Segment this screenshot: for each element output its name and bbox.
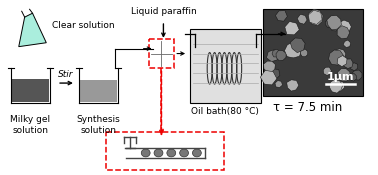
Polygon shape [276,11,287,21]
Polygon shape [260,70,277,85]
Bar [80,80,117,102]
Polygon shape [330,79,343,93]
Text: Liquid paraffin: Liquid paraffin [130,7,196,16]
Polygon shape [297,14,307,24]
Polygon shape [285,22,299,35]
Polygon shape [275,81,282,88]
Polygon shape [338,69,350,81]
Polygon shape [343,59,353,68]
Polygon shape [343,40,351,47]
Polygon shape [272,49,280,57]
Polygon shape [266,50,279,62]
Polygon shape [352,70,362,80]
Polygon shape [323,67,331,75]
Polygon shape [335,49,346,60]
Bar [12,79,49,102]
Polygon shape [330,22,339,31]
Polygon shape [334,80,344,91]
Text: Oil bath(80 °C): Oil bath(80 °C) [192,107,259,116]
Ellipse shape [141,149,150,157]
Ellipse shape [192,149,201,157]
Polygon shape [285,42,302,58]
Text: Milky gel
solution: Milky gel solution [11,115,51,135]
Polygon shape [270,69,280,79]
Polygon shape [328,50,344,65]
Polygon shape [308,10,322,25]
Text: τ = 7.5 min: τ = 7.5 min [273,101,343,114]
Ellipse shape [154,149,163,157]
Bar [263,9,363,96]
Polygon shape [287,80,299,91]
Polygon shape [312,13,319,21]
Polygon shape [349,73,356,81]
Polygon shape [290,38,305,53]
Polygon shape [338,20,351,34]
Polygon shape [276,50,286,61]
Ellipse shape [167,149,176,157]
Polygon shape [350,63,358,71]
Text: Clear solution: Clear solution [52,20,115,30]
Text: Synthesis
solution: Synthesis solution [77,115,120,135]
Polygon shape [19,13,46,47]
Polygon shape [264,61,275,72]
Polygon shape [327,15,341,30]
Bar [106,132,225,170]
Polygon shape [301,49,308,57]
Polygon shape [337,55,347,66]
Polygon shape [339,68,349,78]
Polygon shape [325,20,333,28]
Text: Stir: Stir [58,70,74,79]
Text: 1μm: 1μm [327,72,354,82]
Polygon shape [337,26,350,39]
Bar [149,39,174,68]
Ellipse shape [180,149,189,157]
Bar [190,29,261,103]
Polygon shape [308,9,323,26]
